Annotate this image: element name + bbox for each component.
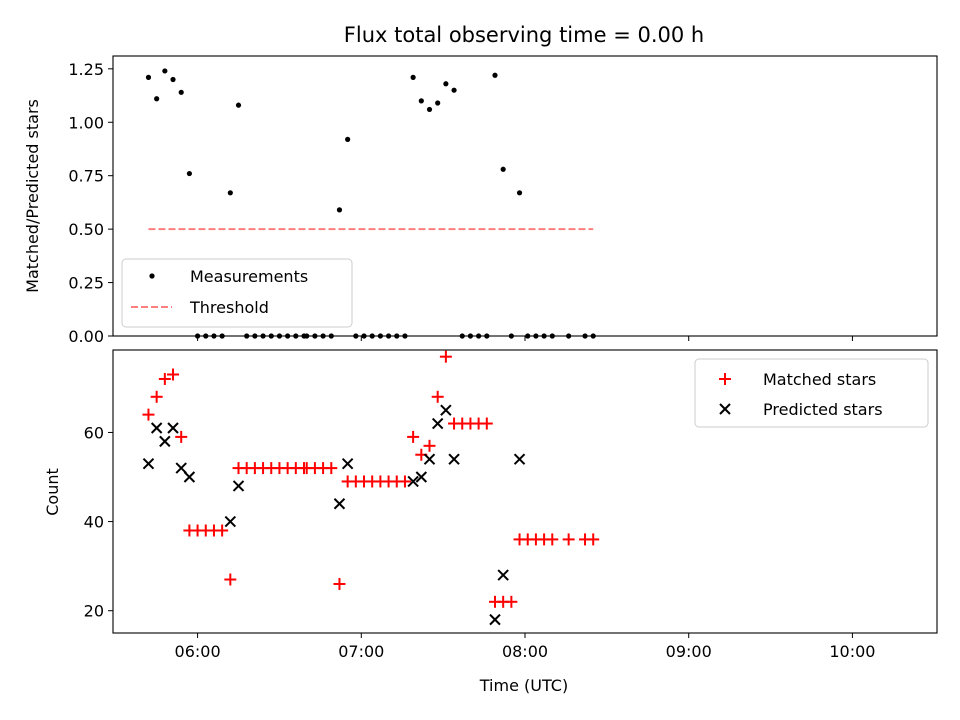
matched-star-point [505, 595, 518, 608]
predicted-star-point [489, 613, 501, 626]
predicted-star-point [341, 457, 354, 470]
measurement-point [345, 136, 351, 142]
measurement-point [154, 96, 160, 102]
predicted-star-point [415, 471, 428, 483]
top-axes-frame [112, 55, 938, 337]
predicted-star-point [142, 457, 155, 470]
matched-star-point [562, 533, 575, 546]
measurement-point [235, 102, 242, 108]
measurement-point [418, 98, 424, 104]
matched-star-point [423, 439, 436, 452]
predicted-star-point [150, 422, 163, 434]
predicted-star-point [232, 480, 245, 492]
matched-star-point [333, 577, 346, 590]
bottom-y-tick-label: 60 [84, 423, 104, 442]
matched-star-point [398, 475, 411, 488]
bottom-plot-area: 06:00 07:00 08:00 09:00 10:00 20 40 60 [84, 350, 875, 661]
top-panel: Flux total observing time = 0.00 h Match… [23, 23, 938, 346]
predicted-star-point [448, 453, 460, 465]
predicted-star-point [224, 515, 237, 528]
matched-star-point [175, 430, 188, 443]
legend-measurements-marker [149, 273, 155, 279]
predicted-star-point [513, 453, 526, 465]
predicted-star-point [159, 435, 171, 448]
top-legend-box [121, 258, 353, 328]
predicted-star-point [175, 462, 187, 474]
matched-star-point [150, 390, 163, 403]
matched-star-point [439, 350, 452, 363]
matched-star-point [167, 368, 180, 381]
predicted-star-point [183, 471, 196, 483]
predicted-star-point [423, 453, 436, 465]
x-tick-label: 10:00 [829, 642, 875, 661]
top-legend: Measurements Threshold [121, 258, 353, 328]
measurement-point [435, 100, 441, 106]
legend-measurements-label: Measurements [190, 267, 308, 286]
x-tick-label: 08:00 [502, 642, 548, 661]
matched-star-point [325, 462, 338, 475]
legend-threshold-label: Threshold [189, 298, 269, 317]
measurement-point [500, 166, 506, 172]
top-y-tick-label: 0.50 [68, 220, 104, 239]
matched-star-point [546, 533, 559, 546]
legend-predicted-label: Predicted stars [763, 400, 883, 419]
measurement-point [178, 89, 184, 95]
chart-title: Flux total observing time = 0.00 h [344, 23, 704, 47]
top-y-tick-label: 0.25 [68, 274, 104, 293]
bottom-y-tick-label: 40 [84, 513, 104, 532]
matched-star-point [216, 524, 229, 537]
x-tick-label: 07:00 [338, 642, 384, 661]
bottom-axes-frame [112, 349, 938, 634]
measurement-point [170, 76, 176, 83]
top-y-tick-label: 0.00 [68, 327, 104, 346]
predicted-star-point [333, 498, 346, 510]
measurement-point [451, 87, 457, 93]
measurement-point [410, 74, 416, 80]
measurement-point [227, 190, 233, 196]
measurement-point [162, 68, 168, 74]
legend-predicted-marker [719, 403, 731, 415]
predicted-star-point [407, 475, 419, 488]
predicted-star-point [167, 422, 179, 434]
bottom-y-axis-label: Count [43, 468, 62, 516]
top-y-axis-label: Matched/Predicted stars [23, 99, 42, 293]
x-axis-label: Time (UTC) [479, 676, 568, 695]
legend-matched-label: Matched stars [763, 370, 876, 389]
measurement-point [492, 72, 498, 78]
measurement-point [145, 74, 152, 80]
measurement-point [186, 170, 192, 177]
x-tick-label: 06:00 [175, 642, 221, 661]
matched-star-point [431, 390, 444, 403]
legend-matched-marker [719, 373, 731, 385]
x-tick-label: 09:00 [666, 642, 712, 661]
bottom-legend: Matched stars Predicted stars [694, 358, 929, 428]
predicted-star-point [440, 404, 452, 416]
matched-star-point [407, 430, 420, 443]
matched-star-point [224, 573, 237, 586]
measurement-point [443, 81, 449, 87]
measurement-point [516, 190, 523, 196]
top-y-tick-label: 0.75 [68, 167, 104, 186]
predicted-star-point [497, 569, 509, 581]
measurement-point [336, 207, 343, 213]
matched-star-point [480, 417, 493, 430]
matched-star-point [158, 372, 171, 385]
bottom-panel: Count Time (UTC) 06:00 07:00 08:00 09:00 10:… [43, 349, 938, 695]
top-y-tick-label: 1.25 [68, 60, 104, 79]
matched-star-point [587, 533, 600, 546]
matched-star-point [142, 408, 155, 421]
bottom-y-tick-label: 20 [84, 602, 104, 621]
bottom-legend-box [694, 358, 929, 428]
top-y-tick-label: 1.00 [68, 113, 104, 132]
measurement-point [426, 106, 433, 113]
predicted-star-point [431, 417, 444, 430]
